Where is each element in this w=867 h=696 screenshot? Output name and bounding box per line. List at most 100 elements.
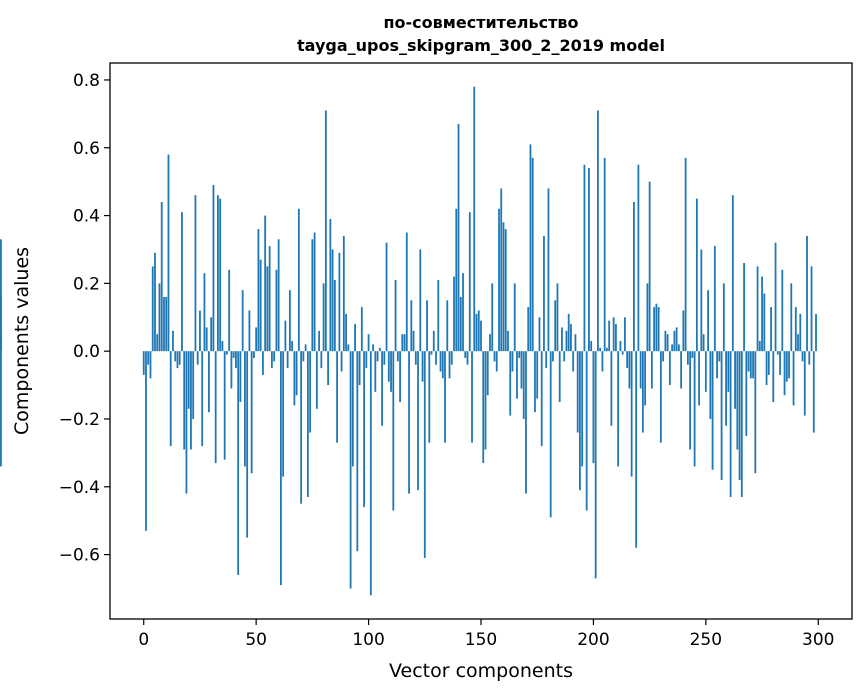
bar bbox=[693, 351, 696, 467]
y-tick-label: 0.6 bbox=[73, 139, 100, 159]
bar bbox=[248, 310, 251, 352]
bar bbox=[606, 347, 608, 352]
bar bbox=[536, 351, 539, 399]
bar bbox=[246, 351, 249, 538]
bar bbox=[491, 283, 494, 352]
y-tick-label: −0.4 bbox=[59, 478, 100, 498]
bar bbox=[318, 330, 321, 352]
bar bbox=[745, 351, 748, 436]
x-axis-label: Vector components bbox=[389, 660, 573, 682]
bar bbox=[599, 347, 602, 352]
bar bbox=[392, 351, 395, 511]
bar bbox=[163, 296, 165, 352]
bar bbox=[255, 327, 258, 352]
bar bbox=[183, 351, 186, 450]
bar bbox=[774, 242, 777, 352]
bar bbox=[666, 334, 669, 352]
bar bbox=[149, 351, 152, 379]
bar bbox=[812, 351, 815, 433]
bar bbox=[801, 351, 804, 362]
bar bbox=[752, 351, 754, 379]
bar bbox=[342, 235, 345, 352]
bar bbox=[525, 351, 527, 494]
bar bbox=[713, 246, 716, 352]
bar bbox=[196, 351, 199, 365]
x-tick-label: 100 bbox=[352, 630, 384, 650]
chart-title: по-совместительство bbox=[383, 13, 578, 32]
bar bbox=[738, 351, 741, 480]
bar bbox=[226, 351, 228, 355]
bars-group bbox=[0, 86, 817, 596]
bar bbox=[581, 351, 584, 467]
bar bbox=[565, 330, 568, 352]
bar bbox=[518, 351, 521, 358]
bar bbox=[450, 351, 453, 365]
bar bbox=[232, 351, 235, 358]
bar bbox=[333, 279, 336, 352]
bar bbox=[145, 351, 147, 531]
y-tick-label: 0.0 bbox=[73, 342, 100, 362]
bar bbox=[291, 341, 294, 352]
bar bbox=[275, 269, 278, 352]
bar bbox=[558, 351, 561, 403]
bar bbox=[779, 351, 781, 375]
bar bbox=[682, 310, 685, 352]
bar bbox=[783, 351, 786, 396]
bar bbox=[142, 351, 145, 375]
bar bbox=[351, 351, 354, 467]
bar bbox=[203, 273, 206, 352]
bar bbox=[421, 351, 424, 382]
bar bbox=[727, 351, 730, 392]
bar bbox=[187, 351, 190, 409]
y-axis-label: Components values bbox=[11, 247, 33, 435]
bar bbox=[644, 351, 647, 406]
bar bbox=[482, 351, 485, 464]
bar bbox=[765, 351, 768, 386]
bar bbox=[322, 283, 325, 352]
bar bbox=[279, 351, 282, 586]
bar bbox=[567, 313, 570, 352]
bar bbox=[174, 351, 177, 362]
bar bbox=[624, 317, 626, 352]
bar bbox=[543, 235, 545, 352]
bar bbox=[369, 351, 372, 596]
bar bbox=[284, 320, 287, 352]
bar bbox=[313, 232, 316, 352]
bar bbox=[376, 351, 379, 362]
bar bbox=[340, 351, 343, 372]
bar bbox=[671, 344, 674, 352]
bar bbox=[212, 185, 215, 352]
bar bbox=[747, 351, 750, 372]
bar bbox=[601, 351, 604, 372]
bar bbox=[729, 351, 732, 497]
bar bbox=[244, 351, 246, 467]
bar bbox=[383, 351, 386, 365]
bar bbox=[592, 351, 595, 464]
bar bbox=[597, 110, 599, 352]
bar bbox=[754, 351, 757, 474]
x-tick-label: 200 bbox=[577, 630, 609, 650]
bar bbox=[430, 351, 433, 355]
bar bbox=[201, 351, 204, 447]
bar bbox=[495, 351, 498, 372]
bar bbox=[529, 144, 532, 352]
bar bbox=[396, 351, 399, 362]
bar bbox=[480, 320, 482, 352]
bar bbox=[185, 351, 188, 494]
bar bbox=[635, 351, 638, 548]
bar bbox=[336, 351, 338, 443]
bar bbox=[214, 351, 217, 464]
bar bbox=[662, 351, 665, 362]
bar bbox=[295, 351, 298, 396]
bar bbox=[673, 330, 676, 352]
bar bbox=[794, 307, 797, 352]
bar bbox=[394, 279, 397, 352]
bar bbox=[659, 351, 662, 443]
bar bbox=[356, 351, 359, 552]
bar bbox=[650, 351, 653, 389]
bar bbox=[788, 351, 790, 379]
bar bbox=[448, 351, 451, 379]
bar bbox=[763, 293, 766, 352]
bar bbox=[473, 86, 476, 352]
